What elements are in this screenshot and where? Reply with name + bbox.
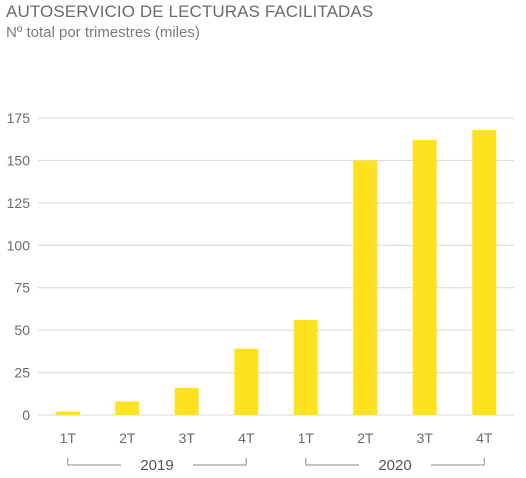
y-tick-label: 175 bbox=[7, 110, 31, 126]
year-groups: 2019 2020 bbox=[67, 457, 485, 474]
x-tick-label: 2T bbox=[119, 430, 136, 446]
y-axis: 0 25 50 75 100 125 150 175 bbox=[7, 110, 31, 423]
x-axis: 1T 2T 3T 4T 1T 2T 3T 4T bbox=[60, 430, 493, 446]
bar bbox=[174, 387, 199, 415]
x-tick-label: 3T bbox=[417, 430, 434, 446]
y-tick-label: 25 bbox=[14, 365, 30, 381]
x-tick-label: 4T bbox=[476, 430, 493, 446]
bar-layer bbox=[55, 129, 497, 415]
x-tick-label: 2T bbox=[357, 430, 374, 446]
bar bbox=[55, 411, 80, 415]
y-tick-label: 0 bbox=[22, 407, 30, 423]
x-tick-label: 1T bbox=[298, 430, 315, 446]
group-label: 2019 bbox=[140, 457, 173, 474]
bar bbox=[412, 140, 437, 415]
x-tick-label: 4T bbox=[238, 430, 255, 446]
chart-subtitle: Nº total por trimestres (miles) bbox=[6, 24, 200, 41]
y-tick-label: 150 bbox=[7, 152, 31, 168]
bar bbox=[353, 160, 378, 415]
bar bbox=[234, 348, 259, 415]
bar bbox=[293, 319, 318, 415]
bar bbox=[472, 129, 497, 415]
bar bbox=[115, 401, 140, 415]
x-tick-label: 1T bbox=[60, 430, 77, 446]
y-tick-label: 50 bbox=[14, 322, 30, 338]
y-tick-label: 75 bbox=[14, 280, 30, 296]
chart-title: AUTOSERVICIO DE LECTURAS FACILITADAS bbox=[6, 2, 374, 21]
x-tick-label: 3T bbox=[179, 430, 196, 446]
y-tick-label: 125 bbox=[7, 195, 31, 211]
grid-layer bbox=[38, 117, 514, 416]
group-label: 2020 bbox=[378, 457, 411, 474]
y-tick-label: 100 bbox=[7, 237, 31, 253]
